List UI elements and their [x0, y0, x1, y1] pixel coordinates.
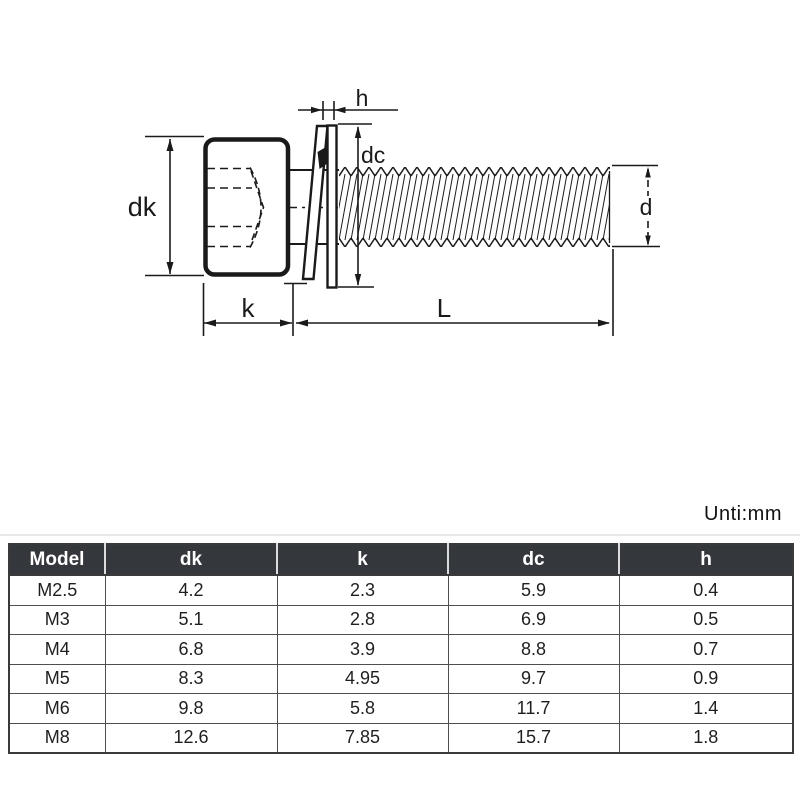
- hex-socket-hidden-lines: [207, 167, 265, 248]
- column-header-k: k: [276, 544, 449, 576]
- table-cell: 2.8: [276, 604, 449, 635]
- table-cell: 9.7: [447, 663, 620, 694]
- column-header-dk: dk: [104, 544, 278, 576]
- table-row-m8: M8 12.6 7.85 15.7 1.8: [8, 722, 794, 754]
- model-cell: M8: [8, 722, 106, 754]
- table-cell: 8.8: [447, 634, 620, 665]
- table-cell: 8.3: [104, 663, 278, 694]
- dim-dc: [338, 123, 374, 288]
- table-cell: 9.8: [104, 693, 278, 724]
- model-cell: M5: [8, 663, 106, 694]
- divider: [0, 534, 800, 536]
- table-cell: 6.9: [447, 604, 620, 635]
- spec-table: Model dk k dc h M2.5 4.2 2.3 5.9 0.4 M3: [8, 543, 794, 754]
- table-cell: 4.95: [276, 663, 449, 694]
- table-cell: 4.2: [104, 574, 278, 606]
- dim-dk: [145, 135, 204, 277]
- table-cell: 3.9: [276, 634, 449, 665]
- spring-washer: [301, 124, 329, 281]
- table-cell: 15.7: [447, 722, 620, 754]
- model-cell: M2.5: [8, 574, 106, 606]
- table-row-m6: M6 9.8 5.8 11.7 1.4: [8, 693, 794, 724]
- model-cell: M3: [8, 604, 106, 635]
- table-row-m2-5: M2.5 4.2 2.3 5.9 0.4: [8, 574, 794, 606]
- unit-label: Unti:mm: [704, 503, 782, 525]
- screw-technical-drawing: dk k L h: [128, 85, 660, 336]
- model-cell: M4: [8, 634, 106, 665]
- column-header-model: Model: [8, 544, 106, 576]
- h-label: h: [356, 85, 369, 111]
- model-cell: M6: [8, 693, 106, 724]
- table-cell: 5.8: [276, 693, 449, 724]
- table-cell: 0.4: [618, 574, 794, 606]
- dim-d: [612, 164, 660, 248]
- table-cell: 0.7: [618, 634, 794, 665]
- table-cell: 5.9: [447, 574, 620, 606]
- table-row-m5: M5 8.3 4.95 9.7 0.9: [8, 663, 794, 694]
- dim-k: [202, 282, 307, 336]
- dk-label: dk: [128, 192, 157, 222]
- column-header-h: h: [618, 544, 794, 576]
- dim-L: [296, 249, 614, 336]
- table-cell: 7.85: [276, 722, 449, 754]
- table-cell: 1.8: [618, 722, 794, 754]
- table-row-m3: M3 5.1 2.8 6.9 0.5: [8, 604, 794, 635]
- screw-head: [203, 137, 291, 277]
- L-label: L: [437, 293, 451, 323]
- k-label: k: [242, 293, 256, 323]
- table-cell: 0.5: [618, 604, 794, 635]
- dc-label: dc: [361, 142, 385, 168]
- table-cell: 2.3: [276, 574, 449, 606]
- table-cell: 11.7: [447, 693, 620, 724]
- header-row: Model dk k dc h: [8, 544, 794, 576]
- dim-h: [298, 101, 398, 120]
- spec-table-wrap: Model dk k dc h M2.5 4.2 2.3 5.9 0.4 M3: [8, 543, 794, 754]
- table-row-m4: M4 6.8 3.9 8.8 0.7: [8, 634, 794, 665]
- table-cell: 5.1: [104, 604, 278, 635]
- table-cell: 12.6: [104, 722, 278, 754]
- d-label: d: [640, 194, 653, 220]
- column-header-dc: dc: [447, 544, 620, 576]
- table-cell: 6.8: [104, 634, 278, 665]
- table-cell: 1.4: [618, 693, 794, 724]
- thread-shaft: [339, 167, 611, 247]
- flat-washer: [326, 124, 338, 289]
- table-cell: 0.9: [618, 663, 794, 694]
